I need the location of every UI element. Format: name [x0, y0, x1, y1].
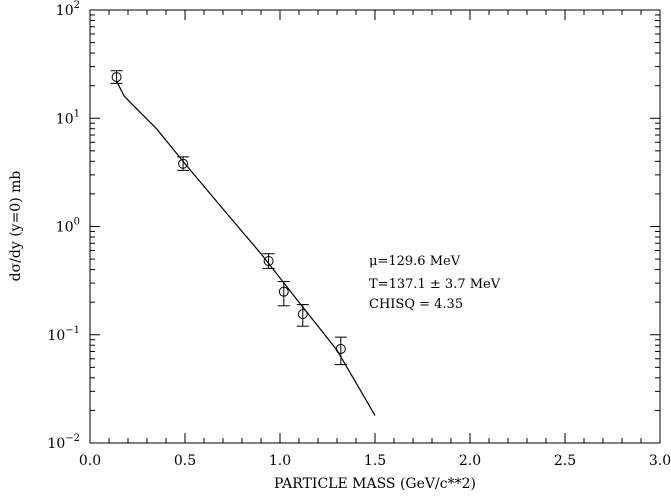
annotation-chisq: CHISQ = 4.35 [369, 297, 463, 312]
y-tick-label: 10−2 [47, 433, 80, 452]
annotation-mu: μ=129.6 MeV [369, 254, 461, 269]
fit-curve-group [116, 80, 376, 416]
data-point [178, 158, 189, 169]
data-point [111, 72, 122, 83]
y-tick-label: 102 [56, 0, 80, 19]
y-axis-ticks: 10−2 10−1 100 101 102 [47, 0, 660, 452]
data-point [297, 309, 308, 320]
y-tick-label: 100 [56, 217, 80, 236]
y-tick-label: 10−1 [47, 325, 80, 344]
x-tick-label: 1.0 [269, 453, 291, 469]
x-tick-label: 2.5 [554, 453, 576, 469]
plot-frame [89, 9, 661, 444]
y-axis-label: dσ/dy (y=0) mb [8, 171, 24, 282]
x-tick-label: 2.0 [459, 453, 481, 469]
x-axis-ticks: 0.0 0.5 1.0 1.5 2.0 2.5 3.0 [79, 10, 671, 469]
x-tick-label: 1.5 [364, 453, 386, 469]
annotation-block: μ=129.6 MeV T=137.1 ± 3.7 MeV CHISQ = 4.… [369, 254, 501, 312]
annotation-temperature: T=137.1 ± 3.7 MeV [369, 277, 501, 292]
fit-curve [116, 80, 376, 416]
x-tick-label: 0.0 [79, 453, 101, 469]
data-point [335, 343, 346, 354]
x-axis-label: PARTICLE MASS (GeV/c**2) [274, 476, 476, 492]
x-tick-label: 3.0 [649, 453, 671, 469]
data-point [278, 286, 289, 297]
x-tick-label: 0.5 [174, 453, 196, 469]
data-points-group [110, 70, 347, 366]
y-tick-label: 101 [56, 108, 80, 127]
data-point [263, 256, 274, 267]
